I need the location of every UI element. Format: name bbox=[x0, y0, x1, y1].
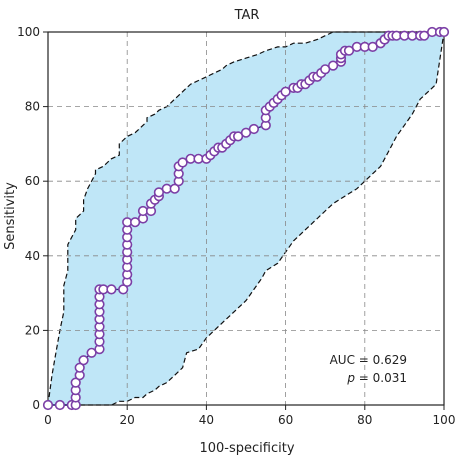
grid bbox=[48, 32, 444, 405]
roc-point bbox=[320, 64, 331, 75]
roc-point bbox=[118, 284, 129, 295]
ci-upper-line bbox=[47, 31, 444, 406]
roc-point bbox=[130, 217, 141, 228]
roc-point bbox=[240, 127, 252, 138]
p-symbol: p bbox=[346, 371, 355, 385]
roc-point bbox=[328, 60, 339, 71]
roc-point bbox=[280, 86, 291, 97]
p-value: = 0.031 bbox=[355, 371, 407, 385]
x-tick-label: 0 bbox=[44, 413, 52, 427]
x-tick-label: 40 bbox=[199, 413, 214, 427]
y-axis-label: Sensitivity bbox=[3, 182, 18, 250]
roc-point bbox=[438, 26, 450, 38]
roc-point bbox=[177, 157, 188, 168]
roc-point bbox=[153, 187, 164, 198]
p-value-annotation: p = 0.031 bbox=[346, 371, 407, 385]
y-tick-label: 0 bbox=[32, 398, 40, 412]
plot-frame bbox=[47, 31, 445, 406]
roc-point bbox=[42, 399, 54, 411]
x-tick-label: 100 bbox=[433, 413, 456, 427]
y-tick-label: 40 bbox=[25, 249, 40, 263]
roc-point bbox=[106, 284, 117, 295]
x-tick-label: 60 bbox=[278, 413, 293, 427]
auc-annotation: AUC = 0.629 bbox=[330, 353, 407, 367]
roc-point bbox=[248, 123, 259, 135]
roc-point bbox=[367, 41, 378, 53]
y-tick-label: 80 bbox=[25, 100, 40, 114]
y-tick-label: 20 bbox=[25, 323, 40, 337]
x-axis-label: 100-specificity bbox=[199, 441, 294, 455]
axis-ticks: 0 20 40 60 80 100 0 20 40 60 80 100 bbox=[17, 25, 455, 427]
plot-border bbox=[47, 31, 445, 406]
y-tick-label: 60 bbox=[25, 174, 40, 188]
confidence-band bbox=[48, 32, 444, 405]
roc-point bbox=[343, 45, 355, 56]
x-tick-label: 20 bbox=[120, 413, 135, 427]
chart-title: TAR bbox=[234, 8, 260, 23]
roc-point bbox=[169, 183, 180, 194]
x-tick-label: 80 bbox=[357, 413, 372, 427]
roc-point bbox=[419, 30, 430, 41]
roc-point bbox=[86, 347, 97, 358]
roc-point bbox=[54, 399, 66, 411]
roc-point bbox=[233, 131, 244, 142]
y-tick-label: 100 bbox=[17, 25, 40, 39]
roc-markers bbox=[42, 26, 450, 411]
confidence-band-layer bbox=[47, 31, 445, 406]
roc-point bbox=[78, 355, 89, 366]
